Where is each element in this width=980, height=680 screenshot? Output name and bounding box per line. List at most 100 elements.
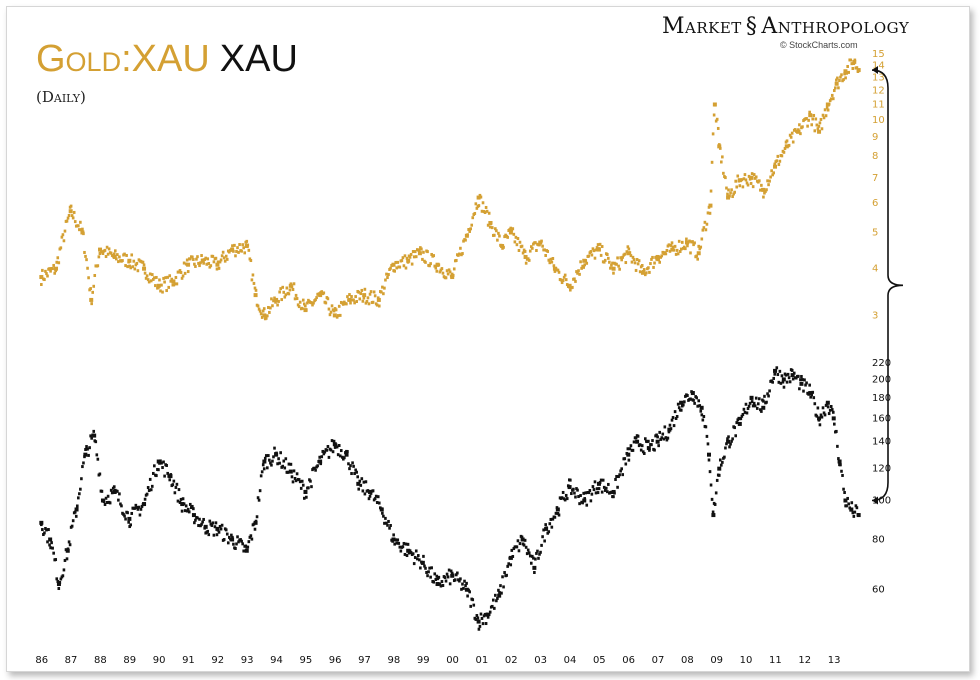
data-point bbox=[434, 266, 438, 270]
data-point bbox=[471, 216, 475, 220]
data-point bbox=[275, 451, 278, 455]
data-point bbox=[279, 451, 282, 455]
data-point bbox=[253, 293, 258, 298]
data-point bbox=[706, 442, 710, 446]
data-point bbox=[665, 438, 669, 442]
data-point bbox=[467, 228, 470, 232]
data-point bbox=[837, 86, 840, 90]
data-point bbox=[790, 368, 794, 372]
data-point bbox=[282, 459, 286, 463]
data-point bbox=[469, 604, 472, 608]
data-point bbox=[582, 258, 587, 263]
data-point bbox=[801, 378, 804, 382]
data-point bbox=[62, 239, 66, 243]
data-point bbox=[585, 503, 589, 507]
data-point bbox=[388, 526, 391, 530]
data-point bbox=[672, 248, 676, 252]
data-point bbox=[326, 445, 330, 449]
data-point bbox=[112, 252, 116, 256]
data-point bbox=[655, 433, 658, 437]
data-point bbox=[798, 123, 801, 127]
data-point bbox=[394, 538, 398, 542]
data-point bbox=[106, 252, 110, 256]
data-point bbox=[385, 272, 388, 276]
data-point bbox=[363, 492, 367, 496]
data-point bbox=[46, 540, 49, 544]
data-point bbox=[662, 437, 666, 441]
data-point bbox=[836, 444, 839, 448]
data-point bbox=[223, 259, 227, 263]
data-point bbox=[335, 315, 339, 319]
data-point bbox=[297, 305, 301, 309]
data-point bbox=[727, 188, 730, 192]
data-point bbox=[533, 571, 536, 575]
data-point bbox=[561, 279, 565, 283]
data-point bbox=[336, 453, 340, 457]
data-point bbox=[669, 427, 673, 431]
data-point bbox=[355, 300, 358, 304]
data-point bbox=[286, 470, 290, 474]
data-point bbox=[828, 99, 832, 103]
data-point bbox=[262, 459, 267, 464]
data-point bbox=[706, 211, 710, 215]
data-point bbox=[824, 114, 828, 118]
data-point bbox=[839, 463, 842, 467]
data-point bbox=[83, 250, 86, 254]
data-point bbox=[324, 301, 328, 305]
data-point bbox=[645, 271, 648, 275]
data-point bbox=[634, 268, 638, 272]
data-point bbox=[847, 70, 850, 74]
data-point bbox=[627, 247, 631, 251]
data-point bbox=[364, 301, 368, 305]
data-point bbox=[39, 520, 44, 525]
data-point bbox=[808, 383, 811, 387]
data-point bbox=[249, 259, 253, 263]
data-point bbox=[113, 249, 117, 253]
data-point bbox=[461, 582, 464, 586]
data-point bbox=[752, 401, 756, 405]
data-point bbox=[721, 155, 724, 159]
data-point bbox=[847, 502, 850, 506]
data-point bbox=[63, 558, 67, 562]
data-point bbox=[220, 523, 224, 527]
data-point bbox=[70, 214, 74, 218]
data-point bbox=[766, 392, 769, 396]
data-point bbox=[163, 280, 166, 284]
data-point bbox=[798, 387, 801, 391]
data-point bbox=[135, 261, 139, 265]
data-point bbox=[70, 524, 74, 528]
data-point bbox=[347, 462, 350, 466]
data-point bbox=[151, 471, 155, 475]
data-point bbox=[674, 252, 678, 256]
data-point bbox=[356, 475, 360, 479]
data-point bbox=[306, 301, 309, 305]
data-point bbox=[799, 378, 802, 382]
data-point bbox=[264, 454, 268, 458]
data-point bbox=[60, 235, 64, 239]
data-point bbox=[749, 175, 754, 180]
data-point bbox=[534, 241, 537, 245]
data-point bbox=[354, 468, 357, 472]
data-point bbox=[415, 557, 419, 561]
data-point bbox=[169, 279, 173, 283]
y-tick-label: 13 bbox=[872, 72, 885, 83]
data-point bbox=[553, 515, 557, 519]
data-point bbox=[762, 399, 765, 403]
data-point bbox=[56, 582, 61, 587]
data-point bbox=[549, 517, 553, 521]
data-point bbox=[445, 269, 449, 273]
data-point bbox=[767, 394, 770, 398]
data-point bbox=[505, 573, 508, 577]
data-point bbox=[85, 258, 88, 262]
data-point bbox=[764, 189, 767, 193]
data-point bbox=[489, 221, 493, 225]
data-point bbox=[704, 228, 708, 232]
data-point bbox=[638, 270, 642, 274]
y-tick-label: 11 bbox=[872, 99, 885, 110]
data-point bbox=[57, 587, 61, 591]
data-point bbox=[266, 314, 269, 318]
data-point bbox=[689, 251, 692, 255]
data-point bbox=[167, 474, 171, 478]
data-point bbox=[790, 373, 795, 378]
data-point bbox=[64, 548, 68, 552]
